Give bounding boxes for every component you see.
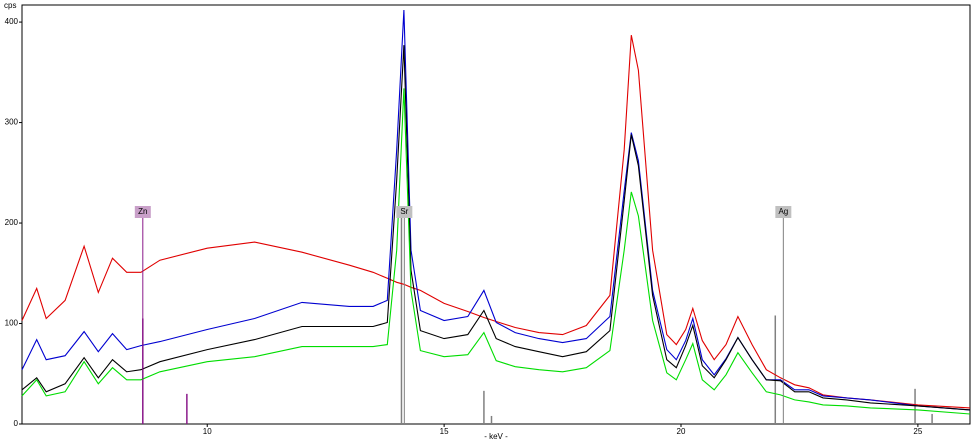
x-tick-label: 25 [913, 427, 922, 436]
y-tick-label: 300 [5, 118, 19, 127]
element-label: Ag [778, 207, 788, 216]
y-tick-label: 200 [5, 218, 19, 227]
y-tick-label: 0 [14, 419, 19, 428]
element-label-box [134, 206, 151, 218]
spectrum-line [21, 88, 971, 415]
spectrum-line [21, 45, 971, 411]
x-axis-label: - keV - [484, 432, 508, 441]
element-label: Zn [138, 207, 147, 216]
plot-frame [21, 4, 971, 425]
x-tick-label: 20 [677, 427, 686, 436]
y-tick-label: 100 [5, 319, 19, 328]
element-label: Sr [400, 207, 408, 216]
y-axis-label: cps [4, 1, 16, 10]
x-tick-label: 15 [440, 427, 449, 436]
element-label-box [775, 206, 792, 218]
x-tick-label: 10 [203, 427, 212, 436]
element-label-box [396, 206, 413, 218]
y-tick-label: 400 [5, 17, 19, 26]
spectrum-line [21, 34, 971, 409]
